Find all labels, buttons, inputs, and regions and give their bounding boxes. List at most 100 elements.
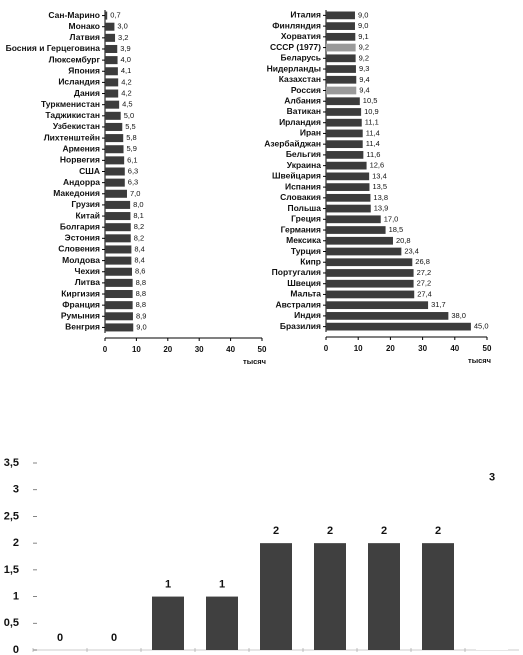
- category-label: Испания: [285, 181, 321, 191]
- x-axis-label: тысяч: [243, 357, 266, 366]
- value-label: 27,4: [417, 289, 432, 298]
- value-label: 23,4: [404, 246, 419, 255]
- bar: [105, 189, 127, 198]
- value-label: 5,9: [127, 144, 137, 153]
- value-label: 9,0: [358, 21, 368, 30]
- category-label: Казахстан: [279, 74, 321, 84]
- value-label: 2: [381, 525, 387, 537]
- value-label: 3,9: [120, 44, 130, 53]
- y-tick-label: 3: [13, 484, 19, 496]
- bar: [326, 75, 357, 84]
- category-label: Македония: [53, 188, 100, 198]
- category-label: Хорватия: [281, 31, 321, 41]
- bar: [326, 129, 363, 138]
- category-label: Монако: [69, 21, 100, 31]
- category-label: Андорра: [63, 177, 100, 187]
- bar: [326, 32, 356, 41]
- value-label: 0,7: [110, 11, 120, 20]
- category-label: Иран: [300, 128, 321, 138]
- value-label: 11,1: [365, 118, 379, 127]
- bar: [105, 200, 131, 209]
- value-label: 17,0: [384, 214, 399, 223]
- value-label: 13,9: [374, 204, 389, 213]
- category-label: Словения: [58, 244, 100, 254]
- bar: [105, 145, 124, 154]
- value-label: 31,7: [431, 300, 446, 309]
- category-label: Украина: [287, 160, 321, 170]
- value-label: 8,8: [136, 289, 146, 298]
- bar: [326, 183, 370, 191]
- bar: [314, 543, 346, 650]
- category-label: Албания: [284, 95, 321, 105]
- value-label: 5,8: [126, 133, 136, 142]
- value-label: 0: [111, 632, 117, 644]
- category-label: Бразилия: [280, 321, 321, 331]
- value-label: 8,9: [136, 311, 146, 320]
- bar: [326, 226, 386, 234]
- category-label: Португалия: [272, 267, 321, 277]
- category-label: Ирландия: [279, 117, 321, 127]
- bar: [422, 543, 454, 650]
- category-label: Эстония: [65, 233, 100, 243]
- value-label: 12,6: [370, 161, 385, 170]
- x-tick-label: 10: [354, 344, 363, 353]
- value-label: 2: [327, 525, 333, 537]
- bar: [326, 118, 362, 127]
- value-label: 8,2: [134, 222, 144, 231]
- value-label: 4,2: [121, 77, 131, 86]
- bar: [105, 156, 125, 165]
- category-label: Мексика: [286, 235, 321, 245]
- value-label: 27,2: [417, 268, 432, 277]
- y-tick-label: 3,5: [4, 457, 19, 469]
- category-label: Бельгия: [286, 149, 321, 159]
- category-label: Сан-Марино: [48, 10, 100, 20]
- x-axis-label: тысяч: [468, 356, 491, 365]
- value-label: 11,4: [366, 139, 380, 148]
- bar: [105, 178, 125, 187]
- bar: [105, 312, 133, 321]
- value-label: 9,0: [136, 322, 146, 331]
- bar: [326, 22, 355, 30]
- category-label: США: [79, 166, 100, 176]
- y-tick-label: 0: [13, 644, 19, 655]
- category-label: Япония: [68, 66, 100, 76]
- bar: [326, 172, 370, 181]
- bar: [326, 322, 471, 331]
- category-label: Россия: [291, 85, 321, 95]
- category-label: Литва: [75, 277, 100, 287]
- x-tick-label: 50: [258, 345, 267, 354]
- bar: [105, 278, 133, 287]
- x-tick-label: 10: [132, 345, 141, 354]
- bar: [105, 223, 131, 232]
- value-label: 3: [489, 472, 495, 484]
- bar: [105, 301, 133, 310]
- bar: [105, 256, 132, 265]
- y-tick-label: 1,5: [4, 564, 19, 576]
- bar: [105, 122, 123, 131]
- value-label: 8,6: [135, 267, 145, 276]
- value-label: 45,0: [474, 322, 489, 331]
- value-label: 13,4: [372, 171, 387, 180]
- bar: [105, 78, 119, 87]
- category-label: Венгрия: [65, 322, 100, 332]
- value-label: 8,2: [134, 233, 144, 242]
- y-tick-label: 1: [13, 590, 19, 602]
- category-label: Узбекистан: [53, 121, 100, 131]
- category-label: Люксембург: [49, 54, 101, 64]
- bar: [105, 89, 119, 98]
- y-tick-label: 0,5: [4, 617, 19, 629]
- category-label: Китай: [75, 210, 100, 220]
- category-label: Исландия: [58, 77, 100, 87]
- category-label: Ватикан: [287, 106, 321, 116]
- value-label: 26,8: [415, 257, 430, 266]
- bar: [105, 245, 132, 254]
- value-label: 9,2: [359, 43, 369, 52]
- bar: [326, 97, 360, 106]
- value-label: 5,0: [124, 111, 134, 120]
- bar: [326, 269, 414, 277]
- value-label: 1: [219, 578, 225, 590]
- bar: [105, 323, 134, 332]
- bar: [105, 56, 118, 65]
- bar: [105, 212, 131, 221]
- category-label: Словакия: [280, 192, 321, 202]
